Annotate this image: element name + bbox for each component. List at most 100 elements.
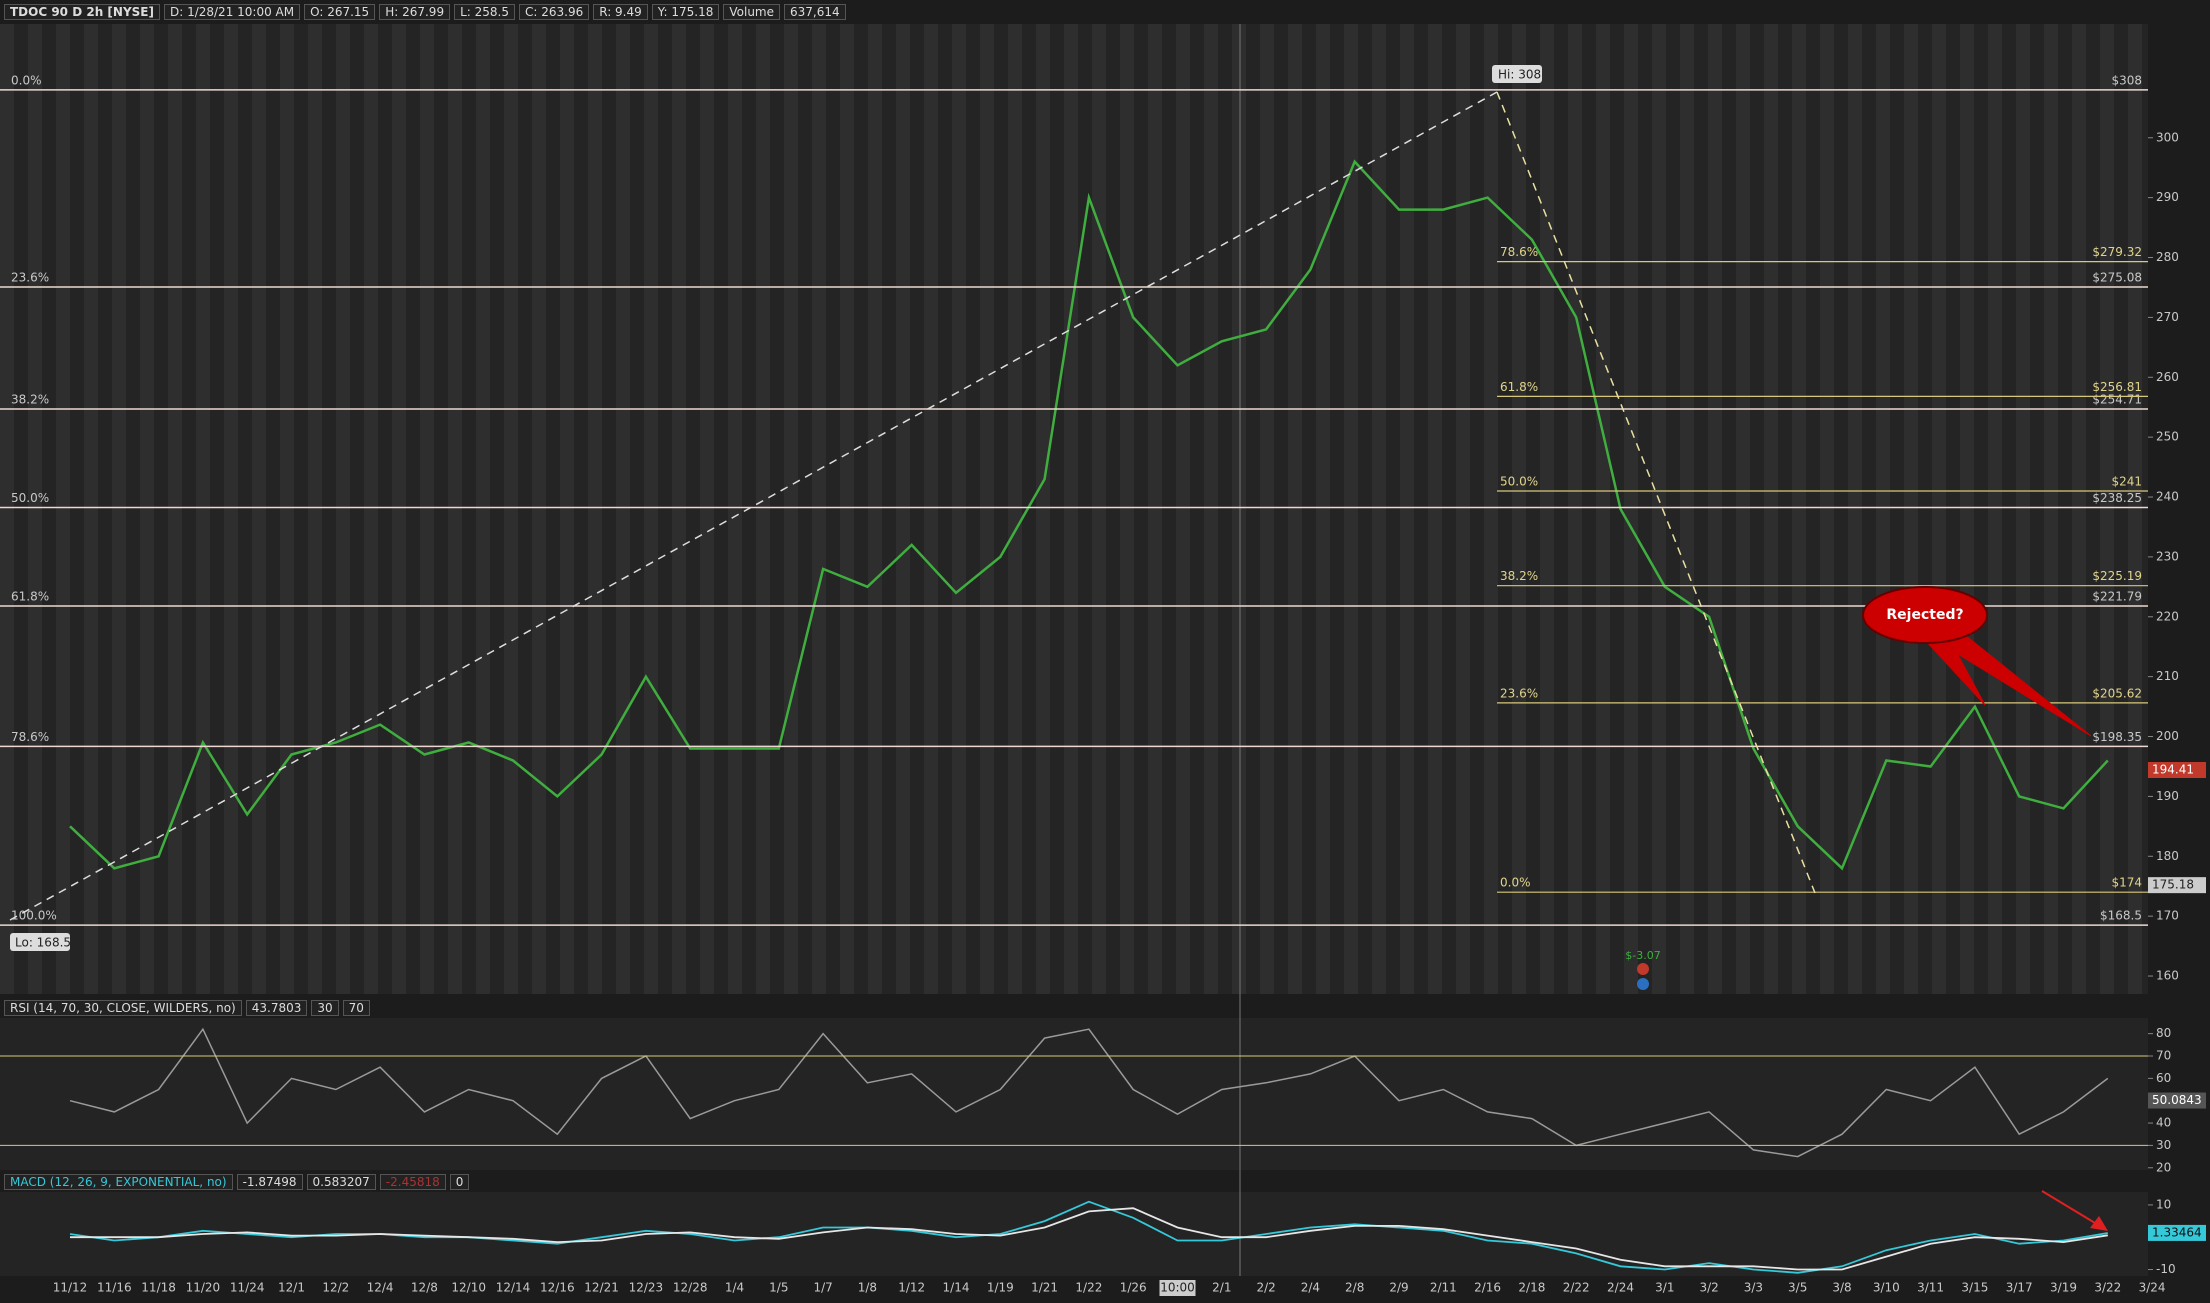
x-tick-label: 2/9 xyxy=(1389,1281,1408,1295)
y-tick-label: 80 xyxy=(2156,1026,2171,1040)
x-tick-label: 12/23 xyxy=(629,1281,664,1295)
header-field: C: 263.96 xyxy=(518,4,590,20)
macd-readout: -2.45818 xyxy=(379,1174,446,1190)
x-tick-label: 1/26 xyxy=(1120,1281,1147,1295)
stripe xyxy=(616,24,630,994)
x-tick-label: 12/10 xyxy=(451,1281,486,1295)
stripe xyxy=(1316,24,1330,994)
y-tick-label: 260 xyxy=(2156,370,2179,384)
stripe xyxy=(1064,24,1078,994)
stripe xyxy=(1708,24,1722,994)
stripe xyxy=(1652,24,1666,994)
stripe xyxy=(2072,24,2086,994)
stripe xyxy=(1904,24,1918,994)
y-tick-label: 240 xyxy=(2156,490,2179,504)
header-field: H: 267.99 xyxy=(379,4,451,20)
x-tick-label: 3/22 xyxy=(2094,1281,2121,1295)
x-tick-label: 1/14 xyxy=(943,1281,970,1295)
stripe xyxy=(1400,24,1414,994)
stripe xyxy=(1680,24,1694,994)
x-tick-label: 11/18 xyxy=(141,1281,176,1295)
stripe xyxy=(1848,24,1862,994)
stripe xyxy=(924,24,938,994)
x-tick-label: 11/12 xyxy=(53,1281,88,1295)
fib-price: $221.79 xyxy=(2092,590,2142,604)
stripe xyxy=(644,24,658,994)
arrow-head xyxy=(2090,1216,2108,1231)
y-tick-label: 180 xyxy=(2156,849,2179,863)
earnings-icon xyxy=(1637,978,1649,990)
y-tick-label: 170 xyxy=(2156,909,2179,923)
stripe xyxy=(1932,24,1946,994)
stripe xyxy=(1232,24,1246,994)
stripe xyxy=(1596,24,1610,994)
fib-price: $168.5 xyxy=(2100,909,2142,923)
stripe xyxy=(84,24,98,994)
stripe xyxy=(728,24,742,994)
panel-bg xyxy=(0,1018,2148,1170)
x-tick-label: 1/22 xyxy=(1075,1281,1102,1295)
last-price: 194.41 xyxy=(2152,763,2194,777)
lo-box xyxy=(10,933,70,951)
stripe xyxy=(0,24,14,994)
rsi-readout: 30 xyxy=(311,1000,339,1016)
stripe xyxy=(364,24,378,994)
y-tick-label: 210 xyxy=(2156,669,2179,683)
y-tick-label: 270 xyxy=(2156,310,2179,324)
price-line xyxy=(69,1027,2109,1158)
hi-label: Hi: 308 xyxy=(1498,68,1541,82)
x-tick-label: 3/24 xyxy=(2139,1281,2166,1295)
stripe xyxy=(1764,24,1778,994)
stripe xyxy=(1036,24,1050,994)
y-tick-label: 230 xyxy=(2156,549,2179,563)
y-tick-label: 10 xyxy=(2156,1197,2171,1211)
stripe xyxy=(140,24,154,994)
stripe xyxy=(1428,24,1442,994)
x-tick-label: 3/19 xyxy=(2050,1281,2077,1295)
stripe xyxy=(1092,24,1106,994)
stripe xyxy=(1288,24,1302,994)
macd-value: 1.33464 xyxy=(2152,1225,2202,1239)
stripe xyxy=(840,24,854,994)
stripe xyxy=(896,24,910,994)
fib-price: $225.19 xyxy=(2092,569,2142,583)
x-tick-label: 1/21 xyxy=(1031,1281,1058,1295)
y-tick-label: 250 xyxy=(2156,430,2179,444)
header-field: Y: 175.18 xyxy=(651,4,720,20)
fib-level: 38.2% xyxy=(1500,569,1538,583)
fib-level: 23.6% xyxy=(11,270,49,284)
fib-price: $275.08 xyxy=(2092,270,2142,284)
stripe xyxy=(560,24,574,994)
stripe xyxy=(1792,24,1806,994)
stripe xyxy=(252,24,266,994)
x-tick-label: 1/8 xyxy=(858,1281,877,1295)
trend-line xyxy=(1496,91,1816,894)
stripe xyxy=(1512,24,1526,994)
x-tick-label: 12/8 xyxy=(411,1281,438,1295)
stripe xyxy=(1540,24,1554,994)
x-tick-label: 3/3 xyxy=(1744,1281,1763,1295)
x-tick-label: 11/24 xyxy=(230,1281,265,1295)
stripe xyxy=(476,24,490,994)
cursor-price-box xyxy=(2148,877,2206,894)
stripe xyxy=(1148,24,1162,994)
stripe xyxy=(224,24,238,994)
x-tick-label: 2/16 xyxy=(1474,1281,1501,1295)
fib-level: 78.6% xyxy=(11,730,49,744)
fib-level: 78.6% xyxy=(1500,245,1538,259)
x-tick-label: 3/11 xyxy=(1917,1281,1944,1295)
stripe xyxy=(1176,24,1190,994)
stripe xyxy=(112,24,126,994)
macd-header: MACD (12, 26, 9, EXPONENTIAL, no) -1.874… xyxy=(0,1172,470,1192)
rsi-title: RSI (14, 70, 30, CLOSE, WILDERS, no) xyxy=(4,1000,242,1016)
x-tick-label: 12/16 xyxy=(540,1281,575,1295)
x-tick-label: 12/4 xyxy=(367,1281,394,1295)
y-tick-label: 40 xyxy=(2156,1116,2171,1130)
macd-readout: -1.87498 xyxy=(236,1174,303,1190)
fib-level: 61.8% xyxy=(11,590,49,604)
macd-line xyxy=(70,1207,2108,1271)
y-tick-label: -10 xyxy=(2156,1262,2176,1276)
cursor-price: 175.18 xyxy=(2152,878,2194,892)
stripe xyxy=(1960,24,1974,994)
